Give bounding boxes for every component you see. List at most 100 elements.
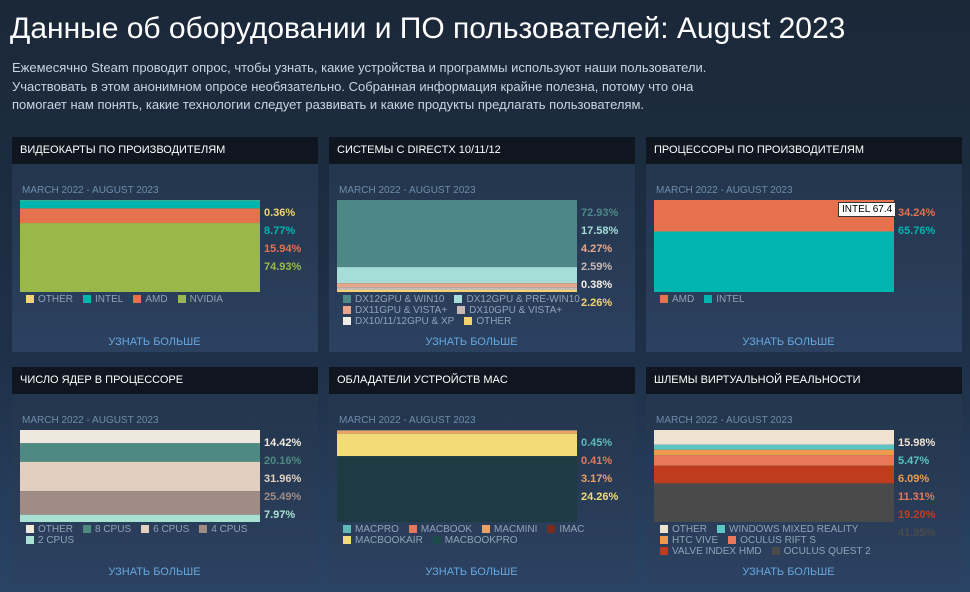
value-label: 41.95%: [898, 527, 936, 539]
area-band: [337, 200, 577, 268]
area-band: [654, 444, 894, 450]
legend-swatch: [343, 317, 351, 325]
page-title: Данные об оборудовании и ПО пользователе…: [10, 12, 846, 45]
legend-label: 4 CPUS: [211, 524, 248, 535]
value-label: 0.41%: [581, 455, 613, 467]
legend-swatch: [408, 525, 417, 533]
area-band: [20, 430, 260, 444]
legend: OTHER 8 CPUS 6 CPUS 4 CPUS 2 CPUS: [26, 524, 296, 546]
value-label: 7.97%: [264, 509, 296, 521]
legend-label: INTEL: [95, 294, 124, 305]
area-band: [20, 491, 260, 515]
area-band: [654, 483, 894, 522]
legend-swatch: [464, 317, 473, 325]
legend-item: OCULUS QUEST 2: [771, 546, 871, 557]
legend-item: INTEL: [704, 294, 745, 305]
legend-swatch: [547, 525, 556, 533]
legend-item: NVIDIA: [177, 294, 223, 305]
legend-swatch: [26, 295, 34, 303]
legend: OTHER INTEL AMD NVIDIA: [26, 294, 296, 305]
learn-more-link[interactable]: УЗНАТЬ БОЛЬШЕ: [425, 336, 518, 348]
panel-title: ОБЛАДАТЕЛИ УСТРОЙСТВ MAC: [329, 367, 635, 394]
legend-label: DX10GPU & VISTA+: [469, 305, 563, 316]
value-label: 25.49%: [264, 491, 302, 503]
value-label: 8.77%: [264, 225, 296, 237]
legend-swatch: [343, 306, 351, 314]
legend-item: 8 CPUS: [83, 524, 131, 535]
learn-more-link[interactable]: УЗНАТЬ БОЛЬШЕ: [425, 566, 518, 578]
legend-label: OTHER: [476, 316, 512, 327]
legend-label: OTHER: [672, 524, 707, 535]
legend-item: MACBOOKAIR: [343, 535, 423, 546]
legend: OTHER WINDOWS MIXED REALITY HTC VIVE OCULUS…: [660, 524, 930, 557]
value-label: 19.20%: [898, 509, 936, 521]
learn-more-link[interactable]: УЗНАТЬ БОЛЬШЕ: [742, 336, 835, 348]
legend-item: OCULUS RIFT S: [728, 535, 816, 546]
area-band: [20, 443, 260, 462]
legend-label: WINDOWS MIXED REALITY: [729, 524, 859, 535]
legend-swatch: [660, 295, 668, 303]
legend-label: MACBOOKPRO: [444, 535, 518, 546]
tooltip: INTEL 67.4: [838, 202, 897, 217]
learn-more-link[interactable]: УЗНАТЬ БОЛЬШЕ: [108, 336, 201, 348]
legend-swatch: [728, 536, 737, 544]
legend-label: IMAC: [559, 524, 585, 535]
legend-swatch: [83, 295, 91, 303]
panel-title: ШЛЕМЫ ВИРТУАЛЬНОЙ РЕАЛЬНОСТИ: [646, 367, 962, 394]
legend-label: MACPRO: [355, 524, 399, 535]
area-band: [20, 461, 260, 492]
legend-item: INTEL: [83, 294, 123, 305]
period: MARCH 2022 - AUGUST 2023: [656, 415, 793, 426]
legend-swatch: [660, 536, 668, 544]
legend-item: 4 CPUS: [199, 524, 247, 535]
legend-swatch: [343, 525, 351, 533]
area-band: [654, 465, 894, 484]
panel: ЧИСЛО ЯДЕР В ПРОЦЕССОРЕ MARCH 2022 - AUGU…: [12, 367, 318, 582]
legend-swatch: [482, 525, 491, 533]
panel: ПРОЦЕССОРЫ ПО ПРОИЗВОДИТЕЛЯМ MARCH 2022 -…: [646, 137, 962, 352]
legend-swatch: [717, 525, 725, 533]
legend-item: 2 CPUS: [26, 535, 74, 546]
legend-label: NVIDIA: [189, 294, 223, 305]
legend-item: IMAC: [547, 524, 584, 535]
area-band: [337, 433, 577, 457]
legend-swatch: [141, 525, 150, 533]
legend-label: 6 CPUS: [153, 524, 190, 535]
area-band: [654, 449, 894, 456]
legend-swatch: [454, 295, 463, 303]
legend-swatch: [771, 547, 780, 555]
value-label: 11.31%: [898, 491, 935, 503]
value-label: 74.93%: [264, 261, 302, 273]
legend-swatch: [199, 525, 208, 533]
value-label: 65.76%: [898, 225, 936, 237]
period: MARCH 2022 - AUGUST 2023: [22, 185, 159, 196]
legend-item: OTHER: [26, 294, 73, 305]
legend-swatch: [26, 536, 34, 544]
panel: СИСТЕМЫ С DIRECTX 10/11/12 MARCH 2022 - A…: [329, 137, 635, 352]
learn-more-link[interactable]: УЗНАТЬ БОЛЬШЕ: [742, 566, 835, 578]
legend-item: VALVE INDEX HMD: [660, 546, 762, 557]
value-label: 14.42%: [264, 437, 302, 449]
area-band: [654, 430, 894, 445]
area-band: [337, 283, 577, 288]
value-label: 0.38%: [581, 279, 613, 291]
learn-more-link[interactable]: УЗНАТЬ БОЛЬШЕ: [108, 566, 201, 578]
legend-swatch: [660, 525, 668, 533]
legend-swatch: [177, 295, 186, 303]
legend-item: DX11GPU & VISTA+: [343, 305, 447, 316]
legend-swatch: [26, 525, 34, 533]
period: MARCH 2022 - AUGUST 2023: [339, 185, 476, 196]
legend-swatch: [660, 547, 668, 555]
value-label: 6.09%: [898, 473, 930, 485]
area-chart: [337, 200, 577, 292]
value-label: 2.59%: [581, 261, 613, 273]
period: MARCH 2022 - AUGUST 2023: [22, 415, 159, 426]
legend-swatch: [432, 536, 441, 544]
value-label: 0.45%: [581, 437, 613, 449]
value-label: 4.27%: [581, 243, 613, 255]
legend-item: HTC VIVE: [660, 535, 718, 546]
legend-label: HTC VIVE: [672, 535, 719, 546]
legend-swatch: [343, 295, 351, 303]
period: MARCH 2022 - AUGUST 2023: [656, 185, 793, 196]
